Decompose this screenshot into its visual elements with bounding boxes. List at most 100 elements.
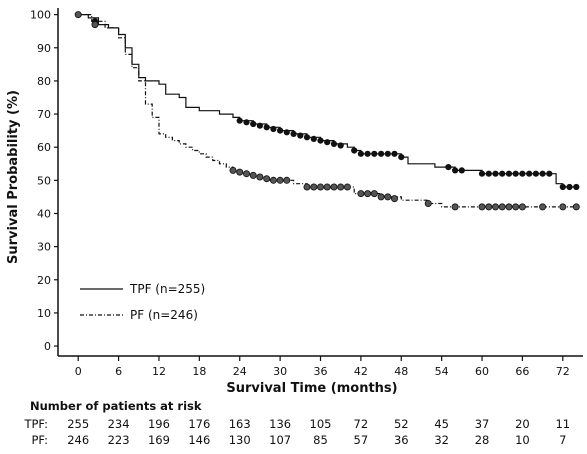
censor-mark-pf xyxy=(390,195,398,203)
axes: 0 10 20 30 40 50 60 70 80 90 100 0 6 12 18 24 30 36 42 48 54… xyxy=(30,8,583,378)
censor-mark-pf xyxy=(357,190,365,198)
risk-cell: 107 xyxy=(269,433,292,447)
y-tick-label: 10 xyxy=(37,307,51,320)
censor-mark-tpf xyxy=(573,183,580,191)
risk-cell: 130 xyxy=(228,433,251,447)
censor-mark-tpf xyxy=(384,150,391,157)
x-tick-label: 48 xyxy=(394,365,408,378)
censor-mark-pf xyxy=(491,203,499,211)
censor-mark-tpf xyxy=(546,170,553,177)
censor-mark-pf xyxy=(323,183,331,191)
censor-mark-tpf xyxy=(243,119,250,126)
censor-mark-pf xyxy=(91,21,99,29)
y-tick-label: 20 xyxy=(37,274,51,287)
risk-cell: 255 xyxy=(67,417,90,431)
censor-mark-pf xyxy=(518,203,526,211)
x-tick-label: 54 xyxy=(435,365,449,378)
censor-mark-pf xyxy=(377,193,385,201)
censor-mark-pf xyxy=(505,203,513,211)
censor-mark-pf xyxy=(478,203,486,211)
censor-mark-pf xyxy=(276,176,284,184)
x-tick-label: 42 xyxy=(354,365,368,378)
risk-cell: 246 xyxy=(67,433,90,447)
series-line-pf xyxy=(78,14,577,208)
censor-mark-tpf xyxy=(290,130,297,137)
risk-cell: 36 xyxy=(393,433,409,447)
risk-table-title: Number of patients at risk xyxy=(30,399,202,413)
censor-mark-pf xyxy=(559,203,567,211)
censor-mark-tpf xyxy=(539,170,546,177)
censor-mark-tpf xyxy=(330,140,338,147)
risk-cell: 176 xyxy=(188,417,211,431)
x-tick-label: 30 xyxy=(273,365,287,378)
x-tick-label: 18 xyxy=(192,365,206,378)
legend-label-tpf: TPF (n=255) xyxy=(129,282,205,296)
censor-mark-tpf xyxy=(559,183,566,191)
risk-cell: 37 xyxy=(474,417,490,431)
risk-cell: 105 xyxy=(309,417,332,431)
censor-mark-tpf xyxy=(310,135,317,142)
censor-mark-pf xyxy=(303,183,311,191)
censor-mark-pf xyxy=(330,183,338,191)
censor-mark-pf xyxy=(572,203,580,211)
censor-mark-tpf xyxy=(263,124,270,131)
censor-mark-pf xyxy=(316,183,324,191)
censor-mark-pf xyxy=(310,183,318,191)
censor-mark-pf xyxy=(263,175,271,183)
y-tick-label: 30 xyxy=(37,241,51,254)
censor-mark-tpf xyxy=(566,183,573,191)
censor-mark-tpf xyxy=(236,117,243,124)
censor-mark-pf xyxy=(337,183,345,191)
censor-mark-pf xyxy=(343,183,351,191)
censor-mark-tpf xyxy=(452,167,459,174)
x-tick-label: 0 xyxy=(75,365,82,378)
risk-cell: 136 xyxy=(269,417,292,431)
x-tick-label: 36 xyxy=(314,365,328,378)
censor-mark-tpf xyxy=(270,125,277,133)
risk-cell: 163 xyxy=(228,417,251,431)
censor-mark-tpf xyxy=(445,164,452,171)
censor-mark-tpf xyxy=(256,122,263,129)
censor-mark-pf xyxy=(451,203,459,211)
risk-cell: 52 xyxy=(393,417,409,431)
risk-cell: 20 xyxy=(515,417,530,431)
x-tick-label: 66 xyxy=(515,365,529,378)
censor-mark-tpf xyxy=(277,127,284,134)
censor-mark-pf xyxy=(283,176,291,184)
censor-mark-pf xyxy=(229,166,237,174)
censor-mark-pf xyxy=(364,190,372,198)
censor-mark-pf xyxy=(384,193,392,201)
risk-cell: 32 xyxy=(434,433,449,447)
y-tick-label: 80 xyxy=(37,75,51,88)
censor-mark-pf xyxy=(242,170,250,178)
censor-mark-pf xyxy=(485,203,493,211)
censor-mark-pf xyxy=(370,190,378,198)
risk-cell: 11 xyxy=(555,417,571,431)
censor-mark-tpf xyxy=(485,170,492,177)
censor-mark-tpf xyxy=(458,167,465,174)
risk-row-tpf: TPF: 255 234 196 176 163 136 105 72 52 45 37 20 11 xyxy=(6,417,587,433)
risk-row-pf: PF: 246 223 169 146 130 107 85 57 36 32 28 10 7 xyxy=(6,433,587,449)
censor-mark-pf xyxy=(249,171,257,179)
series-line-tpf xyxy=(78,14,577,188)
risk-cell: 28 xyxy=(474,433,490,447)
risk-cell: 196 xyxy=(147,417,170,431)
censor-mark-tpf xyxy=(250,120,257,128)
censor-mark-tpf xyxy=(324,139,331,146)
x-tick-label: 24 xyxy=(233,365,247,378)
censor-mark-tpf xyxy=(532,170,540,177)
censor-mark-tpf xyxy=(337,142,344,149)
censor-mark-tpf xyxy=(512,170,519,177)
legend-label-pf: PF (n=246) xyxy=(130,308,198,322)
series-layer xyxy=(74,11,580,211)
censor-mark-tpf xyxy=(478,170,486,177)
y-tick-label: 70 xyxy=(37,108,51,121)
risk-row-label: PF: xyxy=(31,433,48,447)
y-axis-title: Survival Probability (%) xyxy=(6,90,21,264)
censor-mark-tpf xyxy=(317,137,324,144)
y-tick-label: 90 xyxy=(37,42,51,55)
x-tick-label: 72 xyxy=(556,365,570,378)
x-tick-label: 60 xyxy=(475,365,489,378)
legend: TPF (n=255) PF (n=246) xyxy=(80,282,205,322)
risk-row-label: TPF: xyxy=(24,417,48,431)
